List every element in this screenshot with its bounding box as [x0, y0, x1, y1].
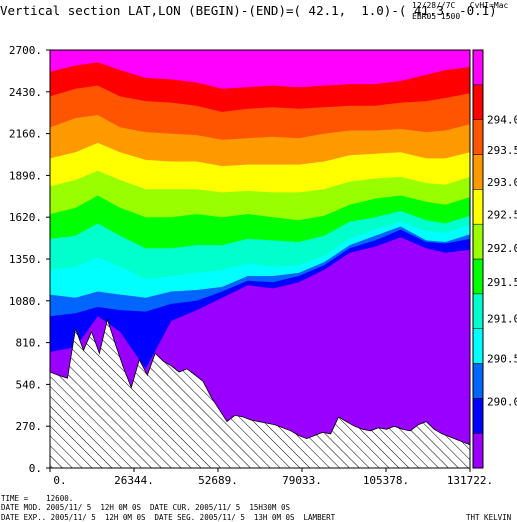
colorbar-segment — [472, 398, 484, 434]
header-info-2: EBR05 1500 — [412, 12, 461, 21]
y-tick-label: 2700. — [9, 44, 42, 57]
y-tick-label: 0. — [29, 462, 42, 475]
colorbar-label: 291.0 — [487, 313, 517, 326]
x-tick-label: 26344. — [114, 474, 154, 487]
footer-date-line-1: DATE MOD. 2005/11/ 5 12H 0M 0S DATE CUR.… — [1, 503, 290, 512]
colorbar-label: 292.0 — [487, 242, 517, 255]
y-tick-label: 1080. — [9, 295, 42, 308]
colorbar-segment — [472, 258, 484, 295]
colorbar-segment — [472, 223, 484, 260]
terrain-hatch — [50, 317, 470, 468]
y-tick-label: 2160. — [9, 128, 42, 141]
x-tick-label: 105378. — [363, 474, 409, 487]
colorbar-segment — [472, 328, 484, 364]
footer-date-line-2: DATE EXP.. 2005/11/ 5 12H 0M 0S DATE SEG… — [1, 513, 336, 522]
colorbar-label: 291.5 — [487, 276, 517, 289]
colorbar-segment — [472, 432, 484, 469]
colorbar-label: 290.0 — [487, 395, 517, 408]
y-tick-label: 1890. — [9, 169, 42, 182]
x-tick-label: 52689. — [198, 474, 238, 487]
colorbar-segment — [472, 119, 484, 155]
y-tick-label: 540. — [16, 378, 43, 391]
x-tick-label: 131722. — [447, 474, 493, 487]
header-info-1: 12/28//7C CvHI=Mac — [412, 1, 509, 10]
y-tick-label: 2430. — [9, 86, 42, 99]
y-tick-label: 1620. — [9, 211, 42, 224]
colorbar-segment — [472, 363, 484, 399]
colorbar-label: 293.0 — [487, 176, 517, 189]
x-tick-label: 79033. — [282, 474, 322, 487]
colorbar-label: 290.5 — [487, 352, 517, 365]
colorbar-label: 292.5 — [487, 208, 517, 221]
colorbar-label: 294.0 — [487, 113, 517, 126]
footer-field-name: THT KELVIN — [466, 513, 512, 522]
colorbar-segment — [472, 154, 484, 190]
x-tick-label: 0. — [53, 474, 66, 487]
y-tick-label: 810. — [16, 337, 43, 350]
colorbar-frame — [472, 49, 484, 469]
colorbar-segment — [472, 49, 484, 86]
colorbar-label: 293.5 — [487, 144, 517, 157]
colorbar-segment — [472, 293, 484, 329]
footer-time: TIME = 12600. — [1, 494, 74, 503]
colorbar-segment — [472, 84, 484, 120]
page-title: Vertical section LAT,LON (BEGIN)-(END)=(… — [0, 3, 497, 18]
y-tick-label: 1350. — [9, 253, 42, 266]
colorbar-segment — [472, 189, 484, 225]
y-tick-label: 270. — [16, 420, 43, 433]
